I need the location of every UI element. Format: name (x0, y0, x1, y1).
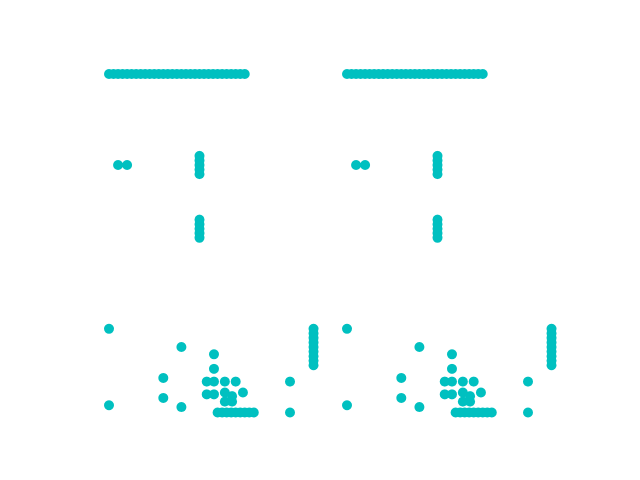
scatter-point (239, 69, 250, 79)
scatter-point (342, 323, 352, 334)
scatter-point (208, 389, 219, 400)
scatter-point (446, 349, 457, 360)
scatter-point (248, 407, 259, 418)
scatter-point (439, 389, 450, 400)
scatter-point (194, 232, 205, 243)
scatter-panel-right (342, 69, 557, 418)
scatter-point (227, 396, 238, 407)
scatter-point (486, 407, 497, 418)
scatter-point (414, 342, 425, 352)
scatter-point (208, 349, 219, 360)
scatter-point (546, 360, 557, 371)
scatter-point (308, 360, 319, 371)
scatter-point (432, 232, 443, 243)
scatter-point (201, 389, 212, 400)
scatter-point (158, 392, 169, 403)
scatter-point (523, 376, 533, 387)
scatter-point (176, 342, 187, 352)
scatter-point (523, 407, 533, 418)
scatter-point (194, 169, 205, 180)
scatter-point (457, 376, 468, 387)
scatter-point (285, 376, 295, 387)
scatter-point (208, 363, 219, 374)
scatter-point (465, 396, 476, 407)
scatter-point (468, 376, 479, 387)
scatter-point (219, 396, 230, 407)
scatter-point (219, 376, 230, 387)
scatter-point (208, 376, 219, 387)
scatter-point (104, 400, 114, 411)
scatter-point (201, 376, 212, 387)
scatter-point (439, 376, 450, 387)
scatter-point (176, 402, 187, 413)
scatter-point (446, 389, 457, 400)
scatter-point (446, 376, 457, 387)
scatter-point (122, 160, 133, 170)
scatter-point (360, 160, 371, 170)
scatter-point (351, 160, 362, 170)
scatter-point (113, 160, 124, 170)
scatter-point (237, 387, 248, 398)
scatter-point (477, 69, 488, 79)
scatter-point (475, 387, 486, 398)
scatter-point (446, 363, 457, 374)
scatter-point (104, 323, 114, 334)
scatter-point (285, 407, 295, 418)
scatter-point (342, 400, 352, 411)
scatter-point (457, 396, 468, 407)
scatter-panel-left (104, 69, 319, 418)
scatter-point (414, 402, 425, 413)
scatter-point (396, 392, 407, 403)
scatter-point (432, 169, 443, 180)
scatter-point (230, 376, 241, 387)
scatter-point (158, 372, 169, 383)
scatter-point (396, 372, 407, 383)
